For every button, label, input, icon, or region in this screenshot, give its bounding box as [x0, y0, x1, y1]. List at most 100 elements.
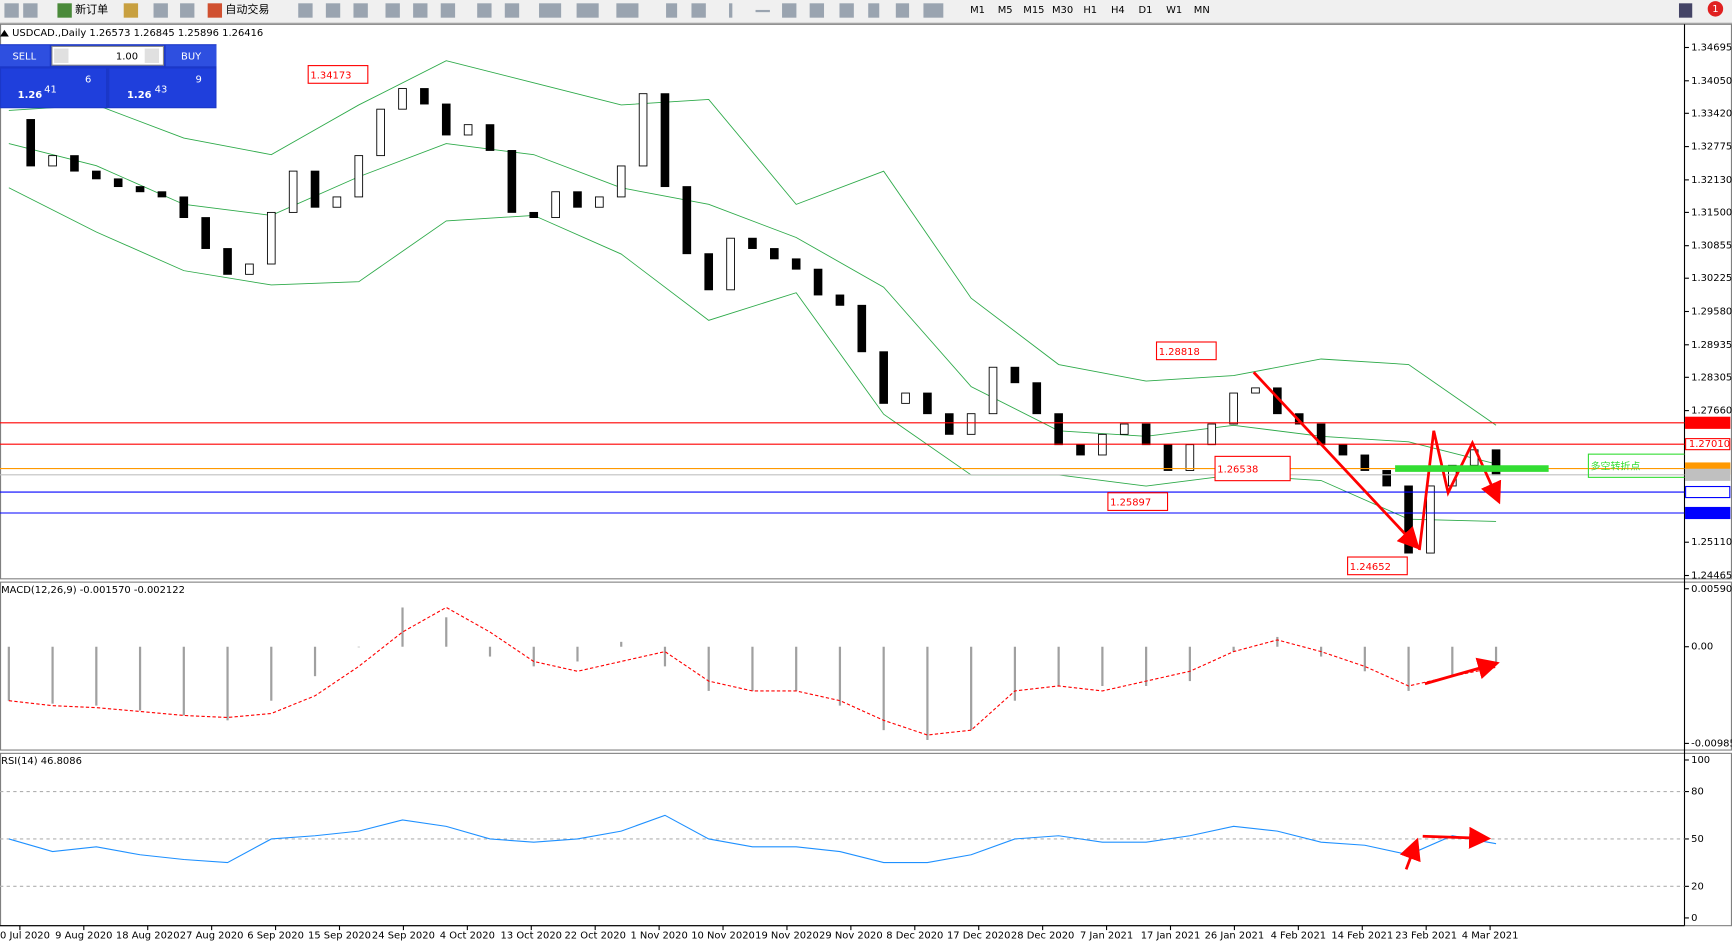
icon[interactable] — [616, 3, 639, 18]
icon[interactable] — [440, 3, 456, 18]
price-annotation: 1.25897 — [1110, 498, 1151, 509]
candle — [988, 366, 998, 415]
price-annotation: 1.26538 — [1217, 465, 1258, 476]
alert-badge[interactable] — [1707, 1, 1724, 17]
lots-field[interactable] — [51, 45, 165, 66]
macd-bar — [1363, 646, 1366, 672]
icon[interactable] — [729, 3, 733, 18]
icon[interactable] — [353, 3, 368, 18]
x-tick-label: 19 Nov 2020 — [755, 931, 819, 942]
bollinger-upper — [8, 60, 1497, 426]
icon[interactable] — [691, 3, 706, 18]
candle — [245, 263, 254, 275]
y-tick-label: 0.00 — [1691, 642, 1713, 653]
candle — [1141, 423, 1151, 446]
macd-bar — [663, 646, 667, 667]
icon[interactable] — [809, 3, 825, 18]
timeframe-button[interactable]: H4 — [1111, 5, 1125, 16]
sell-label[interactable]: SELL — [12, 51, 36, 62]
x-tick-label: 7 Jan 2021 — [1080, 931, 1133, 942]
timeframe-button[interactable]: MN — [1194, 5, 1210, 16]
buy-label[interactable]: BUY — [181, 51, 202, 62]
icon[interactable] — [385, 3, 400, 18]
icon[interactable] — [298, 3, 313, 18]
ask-frac: 9 — [196, 75, 202, 86]
macd-bar — [95, 646, 98, 706]
price-level-tag — [1685, 506, 1731, 520]
timeframe-button[interactable]: M15 — [1023, 5, 1044, 16]
toolbar — [0, 0, 1732, 23]
x-tick-label: 10 Nov 2020 — [691, 931, 755, 942]
x-tick-label: 4 Mar 2021 — [1462, 931, 1519, 942]
candle — [1185, 444, 1195, 471]
timeframe-button[interactable]: M30 — [1052, 5, 1073, 16]
icon[interactable] — [923, 3, 944, 18]
macd-bar — [313, 646, 317, 677]
x-tick-label: 0 Jul 2020 — [0, 931, 50, 942]
toolbar-button[interactable]: 新订单 — [75, 2, 108, 16]
icon[interactable] — [180, 3, 195, 18]
icon[interactable] — [4, 3, 19, 18]
macd-bar — [1407, 646, 1410, 691]
candle — [1360, 454, 1370, 471]
candle — [1010, 366, 1020, 384]
toolbar-button[interactable]: 自动交易 — [225, 2, 269, 16]
icon[interactable] — [839, 3, 854, 18]
y-tick-label: 1.32775 — [1691, 142, 1732, 153]
candle — [223, 248, 232, 275]
ask-big: 1.26 — [127, 90, 152, 101]
arrow — [1252, 371, 1420, 550]
y-tick-label: 50 — [1691, 834, 1704, 845]
candle — [682, 186, 692, 255]
lots-value[interactable]: 1.00 — [116, 51, 138, 62]
icon[interactable] — [477, 3, 492, 18]
icon[interactable] — [576, 3, 599, 18]
icon[interactable] — [413, 3, 428, 18]
candle — [573, 191, 582, 208]
candle — [1229, 392, 1238, 425]
buy-button[interactable] — [165, 45, 217, 67]
icon[interactable] — [207, 3, 223, 18]
icon[interactable] — [782, 3, 797, 18]
macd-bar — [1101, 646, 1104, 686]
candle — [1426, 485, 1435, 554]
bid-box[interactable] — [1, 68, 107, 108]
icon[interactable] — [57, 3, 72, 18]
icon[interactable] — [666, 3, 678, 18]
lots-up[interactable] — [144, 48, 160, 63]
icon[interactable] — [325, 3, 341, 18]
search-icon[interactable] — [1678, 3, 1693, 18]
macd-bar — [707, 646, 710, 691]
icon[interactable] — [153, 3, 168, 18]
y-tick-label: 1.30855 — [1691, 241, 1732, 252]
icon[interactable] — [868, 3, 880, 18]
x-tick-label: 29 Nov 2020 — [819, 931, 883, 942]
x-tick-label: 26 Jan 2021 — [1205, 931, 1265, 942]
x-tick-label: 9 Aug 2020 — [55, 931, 112, 942]
icon[interactable] — [895, 3, 910, 18]
macd-bar — [926, 646, 929, 740]
icon[interactable] — [539, 3, 562, 18]
macd-bar — [7, 646, 10, 701]
icon[interactable] — [123, 3, 139, 18]
timeframe-button[interactable]: M1 — [970, 5, 985, 16]
macd-bar — [445, 617, 448, 647]
y-tick-label: 0 — [1691, 913, 1697, 924]
sell-button[interactable] — [0, 45, 50, 67]
macd-bar — [182, 646, 185, 716]
price-level-tag — [1685, 416, 1731, 429]
timeframe-button[interactable]: W1 — [1166, 5, 1182, 16]
icon[interactable] — [755, 9, 770, 13]
timeframe-button[interactable]: H1 — [1083, 5, 1097, 16]
icon[interactable] — [504, 3, 520, 18]
icon[interactable] — [23, 3, 38, 18]
macd-bar — [1451, 646, 1454, 677]
ask-box[interactable] — [109, 68, 216, 108]
lots-down[interactable] — [54, 48, 69, 63]
macd-bar — [401, 607, 404, 647]
candle — [420, 88, 429, 105]
candle — [157, 191, 167, 198]
timeframe-button[interactable]: D1 — [1138, 5, 1152, 16]
candle — [770, 248, 779, 260]
timeframe-button[interactable]: M5 — [998, 5, 1013, 16]
